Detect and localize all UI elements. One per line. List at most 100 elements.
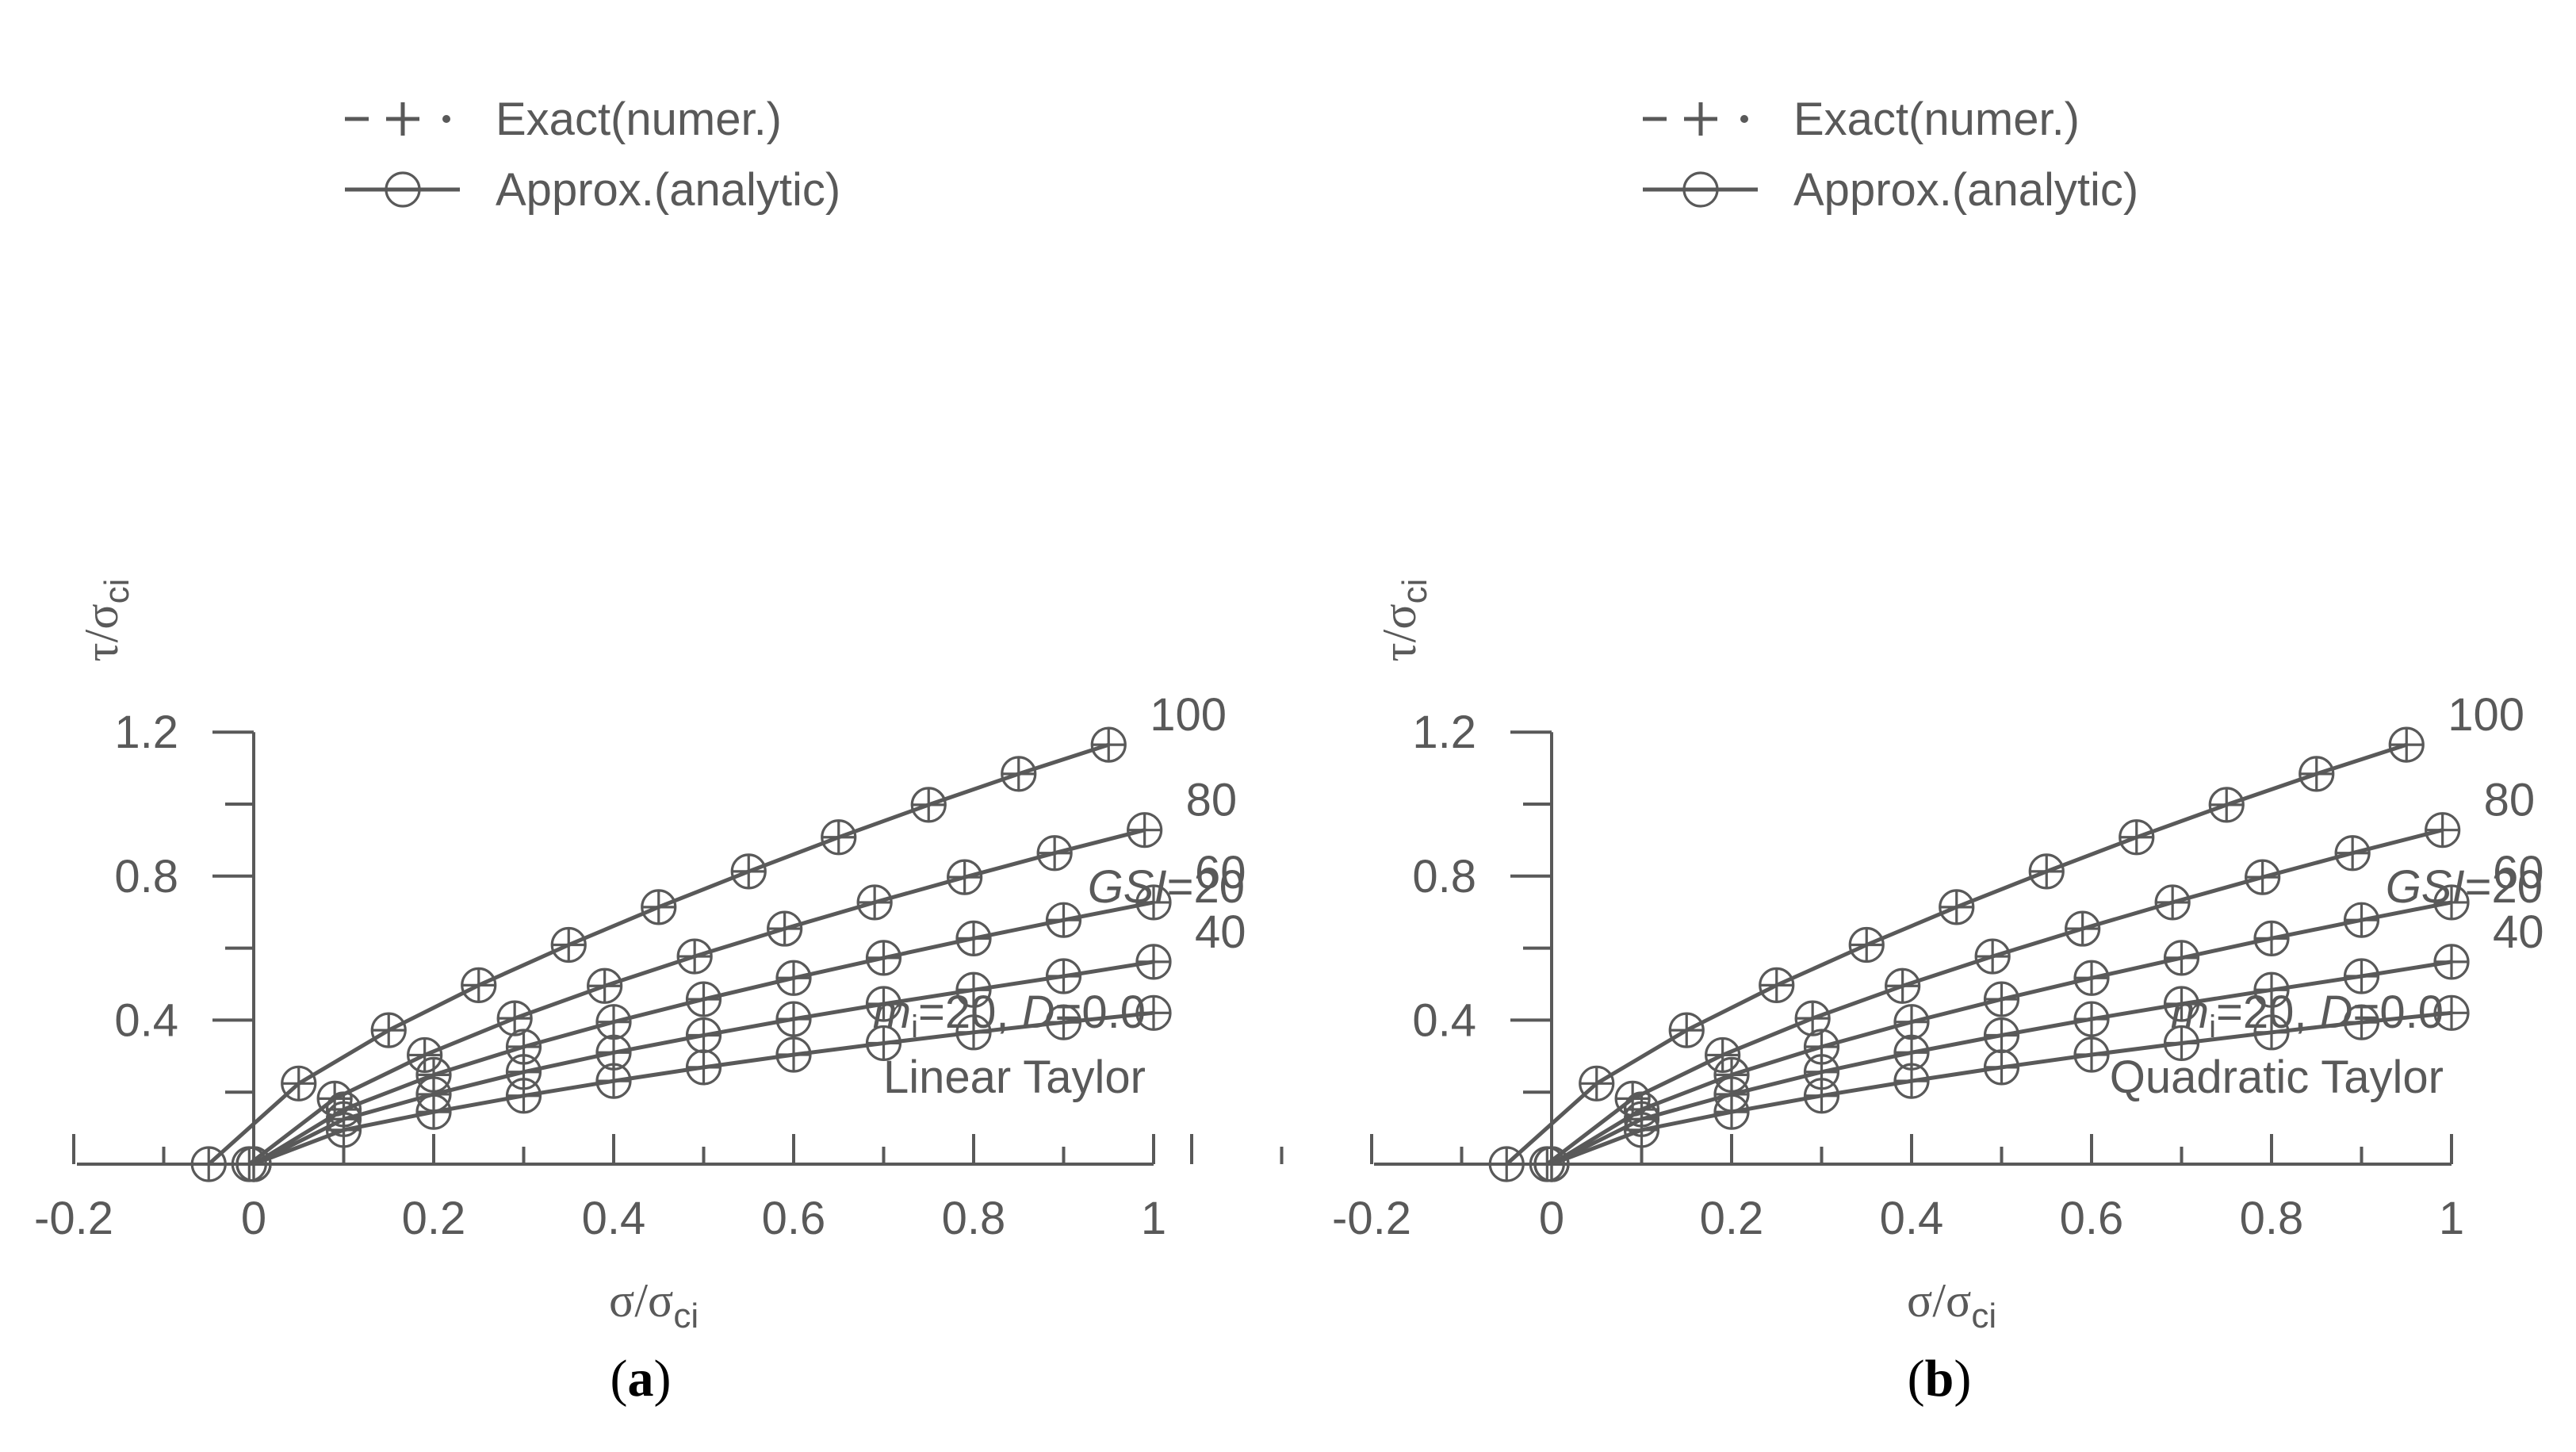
data-point-marker xyxy=(1036,835,1073,872)
gsi-20-label: GSI=20 xyxy=(2386,861,2543,913)
data-point-marker xyxy=(325,1112,362,1148)
data-point-marker xyxy=(2065,910,2101,947)
data-point-marker xyxy=(2388,726,2425,763)
data-point-marker xyxy=(2073,960,2110,996)
data-point-marker xyxy=(281,1065,317,1101)
curve-label-gsi: 100 xyxy=(1150,689,1227,741)
data-point-marker xyxy=(2253,920,2290,956)
x-tick-label: 0.4 xyxy=(582,1193,646,1244)
data-point-marker xyxy=(1533,1146,1570,1182)
data-point-marker xyxy=(1045,958,1082,994)
data-point-marker xyxy=(2433,944,2470,980)
y-tick-label: 1.2 xyxy=(1412,707,1476,758)
series-gsi-80: 80 xyxy=(231,775,1238,1182)
data-point-marker xyxy=(1983,1049,2020,1086)
legend-label-exact: Exact(numer.) xyxy=(1793,94,2080,145)
data-point-marker xyxy=(685,1049,722,1086)
method-annotation: Quadratic Taylor xyxy=(2110,1052,2444,1103)
data-point-marker xyxy=(1803,1078,1840,1114)
data-point-marker xyxy=(190,1146,227,1182)
data-point-marker xyxy=(955,920,992,956)
data-point-marker xyxy=(496,1000,533,1036)
data-point-marker xyxy=(1794,1000,1831,1036)
panel-label: (a) xyxy=(611,1350,672,1408)
series-gsi-80: 80 xyxy=(1529,775,2535,1182)
data-point-marker xyxy=(1045,1004,1082,1040)
legend-entry-exact: Exact(numer.) xyxy=(1643,94,2080,145)
data-point-marker xyxy=(676,938,713,975)
data-point-marker xyxy=(865,940,902,976)
data-point-marker xyxy=(1127,812,1163,849)
data-point-marker xyxy=(947,859,983,895)
data-point-marker xyxy=(775,1036,812,1073)
curve-label-gsi: 40 xyxy=(1195,906,1246,958)
data-point-marker xyxy=(856,884,893,921)
data-point-marker xyxy=(2028,853,2065,890)
legend-entry-approx: Approx.(analytic) xyxy=(1643,164,2138,216)
legend-entry-approx: Approx.(analytic) xyxy=(345,164,840,216)
data-point-marker xyxy=(1983,1017,2020,1054)
series-gsi-20 xyxy=(1533,994,2470,1182)
data-point-marker xyxy=(2073,1036,2110,1073)
data-point-marker xyxy=(2119,819,2155,856)
x-tick-label: 0.2 xyxy=(402,1193,466,1244)
y-tick-label: 0.8 xyxy=(114,851,178,902)
x-tick-label: -0.2 xyxy=(1332,1193,1411,1244)
data-point-marker xyxy=(1893,1063,1930,1099)
data-point-marker xyxy=(505,1078,542,1114)
data-point-marker xyxy=(1668,1012,1705,1048)
legend: Exact(numer.) Approx.(analytic) xyxy=(1643,94,2138,216)
legend-label-exact: Exact(numer.) xyxy=(496,94,782,145)
data-point-marker xyxy=(235,1146,272,1182)
data-point-marker xyxy=(1893,1004,1930,1040)
y-tick-label: 0.8 xyxy=(1412,851,1476,902)
data-point-marker xyxy=(910,787,947,823)
curve-label-gsi: 60 xyxy=(2493,847,2544,898)
y-axis-title: τ/σci xyxy=(1373,579,1434,662)
data-point-marker xyxy=(1885,967,1921,1004)
legend-label-approx: Approx.(analytic) xyxy=(1793,164,2138,216)
data-point-marker xyxy=(1045,902,1082,938)
x-tick-label: 0.8 xyxy=(942,1193,1006,1244)
x-tick-label: 0.6 xyxy=(2060,1193,2124,1244)
data-point-marker xyxy=(641,889,677,925)
data-point-marker xyxy=(1090,726,1127,763)
curve-label-gsi: 100 xyxy=(2448,689,2524,741)
data-point-marker xyxy=(1759,967,1795,1003)
data-point-marker xyxy=(2433,994,2470,1031)
data-point-marker xyxy=(821,819,857,856)
data-point-marker xyxy=(595,1063,632,1099)
data-point-marker xyxy=(1135,994,1172,1031)
data-point-marker xyxy=(1848,926,1885,964)
data-point-marker xyxy=(2425,812,2461,849)
chart-panel-a: -0.2 0 0.2 0.4 0.6 0.8 1 0.4 0.8 1.2 σ/σci τ/σci 100… xyxy=(34,94,1246,1408)
data-point-marker xyxy=(1135,884,1172,921)
parameters-annotation: mi=20, D=0.0 xyxy=(2171,987,2444,1044)
data-point-marker xyxy=(595,1004,632,1040)
series-gsi-20 xyxy=(235,994,1172,1182)
data-point-marker xyxy=(1488,1146,1525,1182)
data-point-marker xyxy=(775,1001,812,1037)
data-point-marker xyxy=(550,926,587,964)
curve-label-gsi: 80 xyxy=(1186,775,1238,826)
series-gsi-100: 100 xyxy=(1488,689,2524,1182)
data-point-marker xyxy=(1135,944,1172,980)
x-tick-label: 0 xyxy=(241,1193,266,1244)
x-tick-label: 1 xyxy=(2439,1193,2464,1244)
data-point-marker xyxy=(2298,756,2335,792)
series-gsi-60: 60 xyxy=(1533,847,2544,1182)
data-point-marker xyxy=(1974,938,2011,975)
chart-panel-b: -0.2 0 0.2 0.4 0.6 0.8 1 0.4 0.8 1.2 σ/σci τ/σci 100… xyxy=(1190,94,2544,1408)
data-point-marker xyxy=(775,960,812,996)
data-point-marker xyxy=(1001,756,1037,792)
data-point-marker xyxy=(1713,1094,1750,1130)
data-point-marker xyxy=(955,1014,992,1051)
data-point-marker xyxy=(1939,889,1975,925)
panel-label: (b) xyxy=(1908,1350,1972,1408)
legend: Exact(numer.) Approx.(analytic) xyxy=(345,94,840,216)
data-point-marker xyxy=(1705,1036,1741,1074)
parameters-annotation: mi=20, D=0.0 xyxy=(873,987,1146,1044)
data-point-marker xyxy=(955,971,992,1008)
series-gsi-100: 100 xyxy=(190,689,1227,1182)
